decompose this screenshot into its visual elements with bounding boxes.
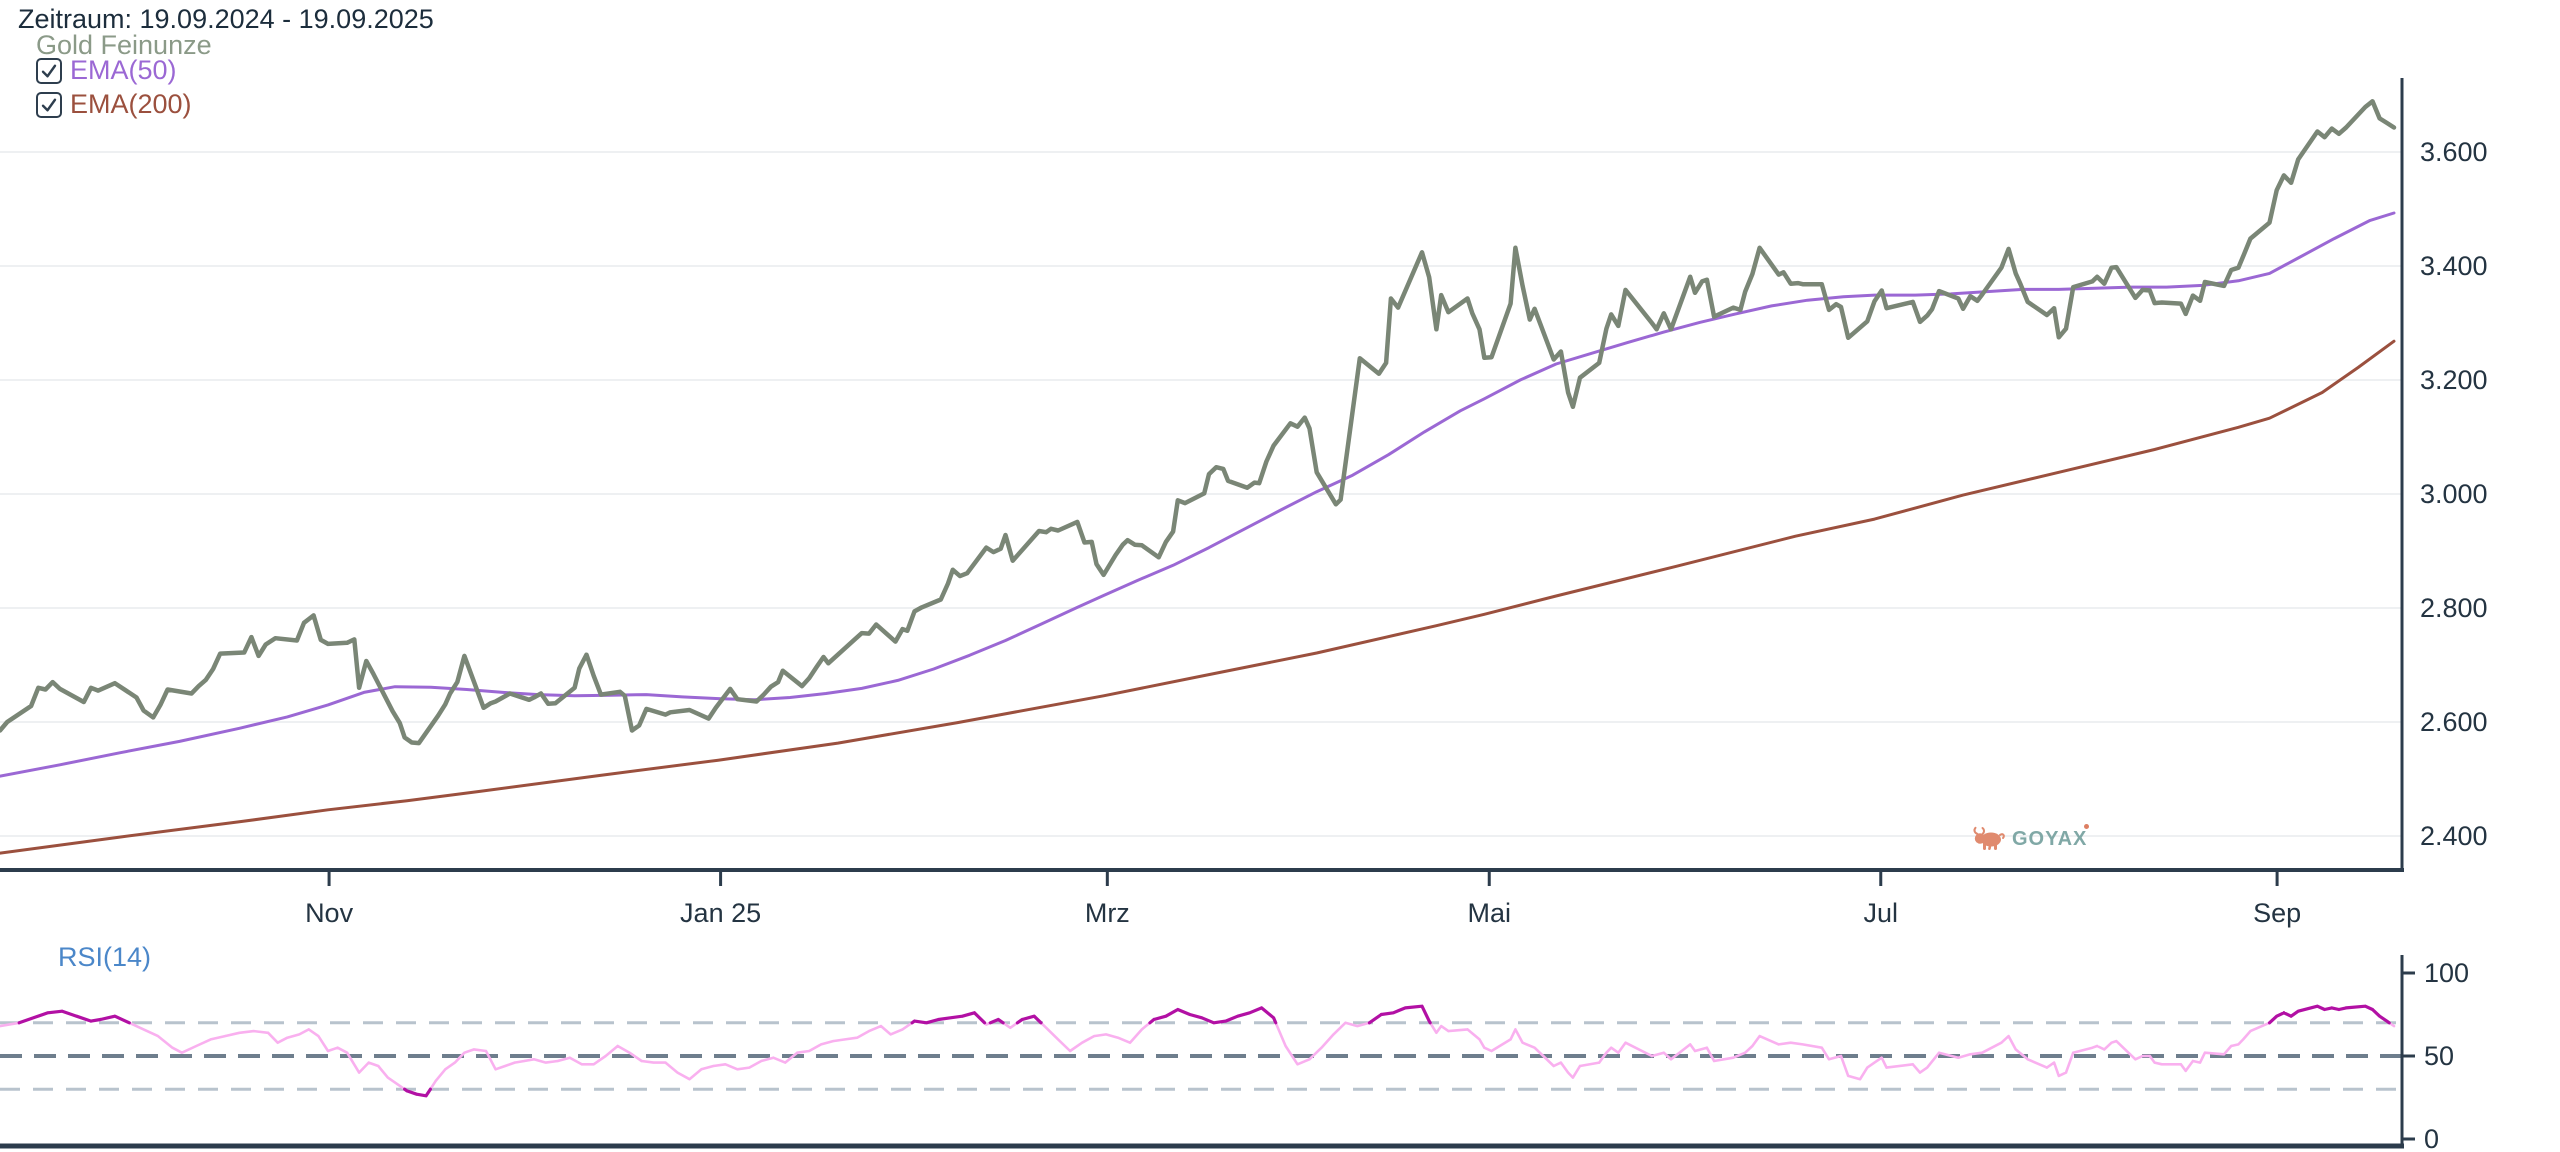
goyax-watermark: GOYAX (1972, 823, 2090, 852)
series-ema-50- (0, 211, 2396, 778)
rsi-axis-label: 50 (2424, 1041, 2454, 1071)
x-axis-label: Jan 25 (680, 898, 761, 928)
bull-icon (1973, 826, 2005, 850)
logo-dot (2084, 823, 2090, 829)
check-icon (41, 64, 57, 77)
rsi-axis-label: 0 (2424, 1124, 2439, 1152)
x-axis-label: Jul (1864, 898, 1899, 928)
period-label: Zeitraum: 19.09.2024 - 19.09.2025 (18, 4, 434, 34)
y-axis-label: 3.200 (2420, 365, 2488, 395)
x-axis-label: Mrz (1085, 898, 1130, 928)
x-axis-label: Mai (1467, 898, 1511, 928)
y-axis-label: 3.400 (2420, 251, 2488, 281)
legend-row-ema200[interactable]: EMA(200) (36, 91, 192, 118)
rsi-axis-label: 100 (2424, 958, 2469, 988)
ema200-label: EMA(200) (70, 89, 192, 119)
instrument-title: Gold Feinunze (36, 30, 212, 60)
y-axis-label: 2.600 (2420, 707, 2488, 737)
ema200-checkbox[interactable] (36, 91, 62, 118)
ema50-checkbox[interactable] (36, 57, 62, 84)
check-icon (41, 98, 57, 111)
y-axis-label: 3.600 (2420, 137, 2488, 167)
x-axis-label: Sep (2253, 898, 2301, 928)
series-ema-200- (0, 339, 2396, 855)
rsi-line-extreme (17, 1004, 2391, 1098)
goyax-logo-text: GOYAX (2012, 823, 2090, 851)
series-gold-feinunze (0, 99, 2397, 746)
x-axis-label: Nov (305, 898, 354, 928)
rsi-line (0, 1021, 2396, 1091)
y-axis-label: 3.000 (2420, 479, 2488, 509)
y-axis-label: 2.800 (2420, 593, 2488, 623)
legend-row-ema50[interactable]: EMA(50) (36, 57, 177, 84)
ema50-label: EMA(50) (70, 55, 177, 85)
y-axis-label: 2.400 (2420, 821, 2488, 851)
rsi-panel-label: RSI(14) (58, 942, 152, 972)
